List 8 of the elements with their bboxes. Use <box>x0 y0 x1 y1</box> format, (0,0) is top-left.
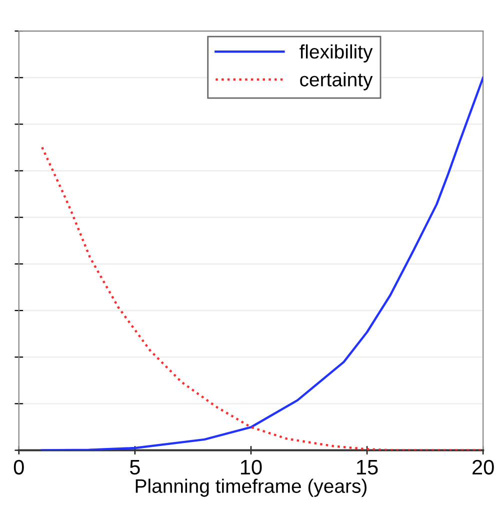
legend-label: flexibility <box>300 44 373 62</box>
x-axis-title: Planning timeframe (years) <box>136 478 366 497</box>
x-tick-label: 5 <box>130 460 140 475</box>
x-tick-label: 10 <box>240 460 262 475</box>
x-tick-label: 0 <box>14 460 24 475</box>
legend-label: certainty <box>300 72 373 90</box>
x-tick-label: 15 <box>357 460 378 475</box>
x-tick-label: 20 <box>472 460 494 475</box>
